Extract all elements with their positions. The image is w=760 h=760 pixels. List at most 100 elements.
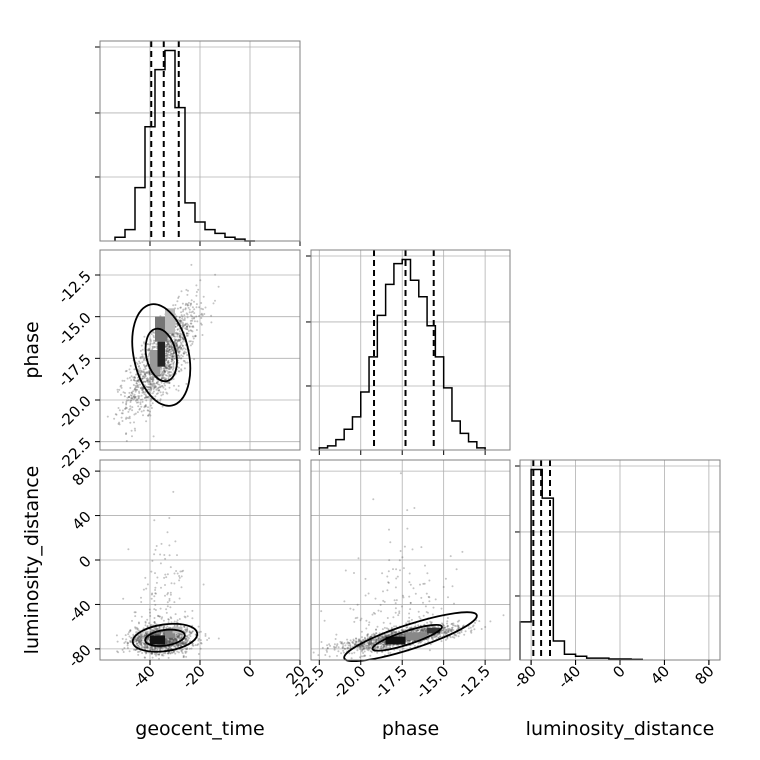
scatter-point [131, 397, 133, 400]
scatter-point [176, 633, 179, 636]
scatter-point [166, 642, 169, 645]
scatter-point [154, 586, 157, 589]
scatter-point [181, 649, 183, 651]
scatter-point [173, 332, 176, 335]
scatter-point [137, 401, 140, 404]
scatter-point [169, 641, 171, 644]
scatter-point [180, 363, 183, 366]
scatter-point [445, 632, 448, 635]
scatter-point [182, 569, 185, 572]
scatter-point [177, 348, 180, 351]
scatter-point [172, 359, 175, 362]
scatter-point [163, 625, 166, 628]
scatter-point [171, 333, 174, 335]
scatter-point [181, 348, 184, 351]
scatter-point [149, 338, 152, 341]
scatter-point [149, 646, 152, 649]
scatter-point [325, 649, 328, 652]
scatter-point [134, 648, 137, 651]
scatter-point [139, 401, 142, 404]
scatter-point [130, 394, 133, 397]
scatter-point [173, 572, 176, 575]
scatter-point [155, 545, 158, 547]
scatter-point [133, 641, 136, 643]
scatter-point [128, 417, 131, 420]
scatter-point [453, 636, 456, 639]
scatter-point [167, 648, 170, 651]
scatter-point [149, 647, 152, 650]
scatter-point [390, 626, 393, 629]
scatter-point [154, 633, 157, 636]
scatter-point [351, 641, 354, 644]
scatter-point [181, 336, 184, 339]
scatter-point [424, 564, 426, 567]
scatter-point [151, 382, 154, 385]
scatter-point [178, 618, 181, 620]
scatter-point [172, 490, 175, 493]
scatter-point [148, 388, 151, 391]
scatter-point [154, 592, 157, 595]
scatter-point [131, 406, 134, 409]
scatter-point [135, 639, 138, 642]
scatter-point [168, 382, 170, 385]
scatter-point [178, 355, 181, 358]
scatter-point [162, 376, 165, 379]
scatter-point [186, 636, 189, 639]
scatter-point [171, 355, 174, 358]
scatter-point [396, 575, 399, 578]
scatter-point [167, 351, 170, 354]
scatter-point [147, 406, 149, 409]
scatter-point [146, 625, 149, 628]
scatter-point [142, 371, 145, 374]
scatter-point [140, 642, 142, 645]
scatter-point [217, 285, 220, 288]
scatter-point [374, 597, 377, 600]
scatter-point [168, 348, 171, 351]
scatter-point [175, 633, 178, 636]
scatter-point [183, 360, 186, 363]
scatter-point [204, 306, 207, 309]
scatter-point [147, 386, 150, 389]
scatter-point [166, 354, 169, 357]
scatter-point [164, 357, 167, 360]
scatter-point [137, 651, 139, 653]
scatter-point [138, 635, 140, 638]
scatter-point [168, 640, 171, 643]
x-axis-title-phase: phase [382, 718, 439, 740]
scatter-point [398, 559, 401, 562]
scatter-point [401, 633, 404, 636]
scatter-point [182, 324, 185, 327]
scatter-point [147, 396, 150, 399]
y-axis-title-luminosity_distance: luminosity_distance [21, 466, 43, 655]
scatter-point [138, 641, 141, 644]
scatter-point [172, 638, 175, 641]
scatter-point [174, 637, 177, 640]
scatter-point [167, 343, 170, 346]
scatter-point [138, 622, 140, 625]
scatter-point [177, 370, 180, 373]
scatter-point [129, 371, 132, 374]
scatter-point [163, 370, 166, 373]
scatter-point [409, 608, 412, 611]
scatter-point [367, 633, 369, 636]
scatter-point [139, 387, 142, 389]
scatter-point [186, 648, 189, 651]
scatter-point [138, 640, 141, 642]
scatter-point [141, 652, 144, 654]
scatter-point [130, 399, 133, 402]
scatter-point [159, 607, 162, 610]
scatter-point [174, 342, 177, 345]
scatter-point [173, 601, 176, 604]
scatter-point [140, 371, 143, 374]
scatter-point [155, 388, 158, 391]
scatter-point [153, 629, 155, 632]
scatter-point [417, 610, 420, 613]
scatter-point [117, 407, 120, 409]
scatter-point [159, 631, 162, 634]
scatter-point [422, 601, 424, 604]
scatter-point [166, 639, 169, 642]
scatter-point [167, 353, 170, 356]
scatter-point [180, 314, 183, 317]
scatter-point [164, 573, 167, 576]
